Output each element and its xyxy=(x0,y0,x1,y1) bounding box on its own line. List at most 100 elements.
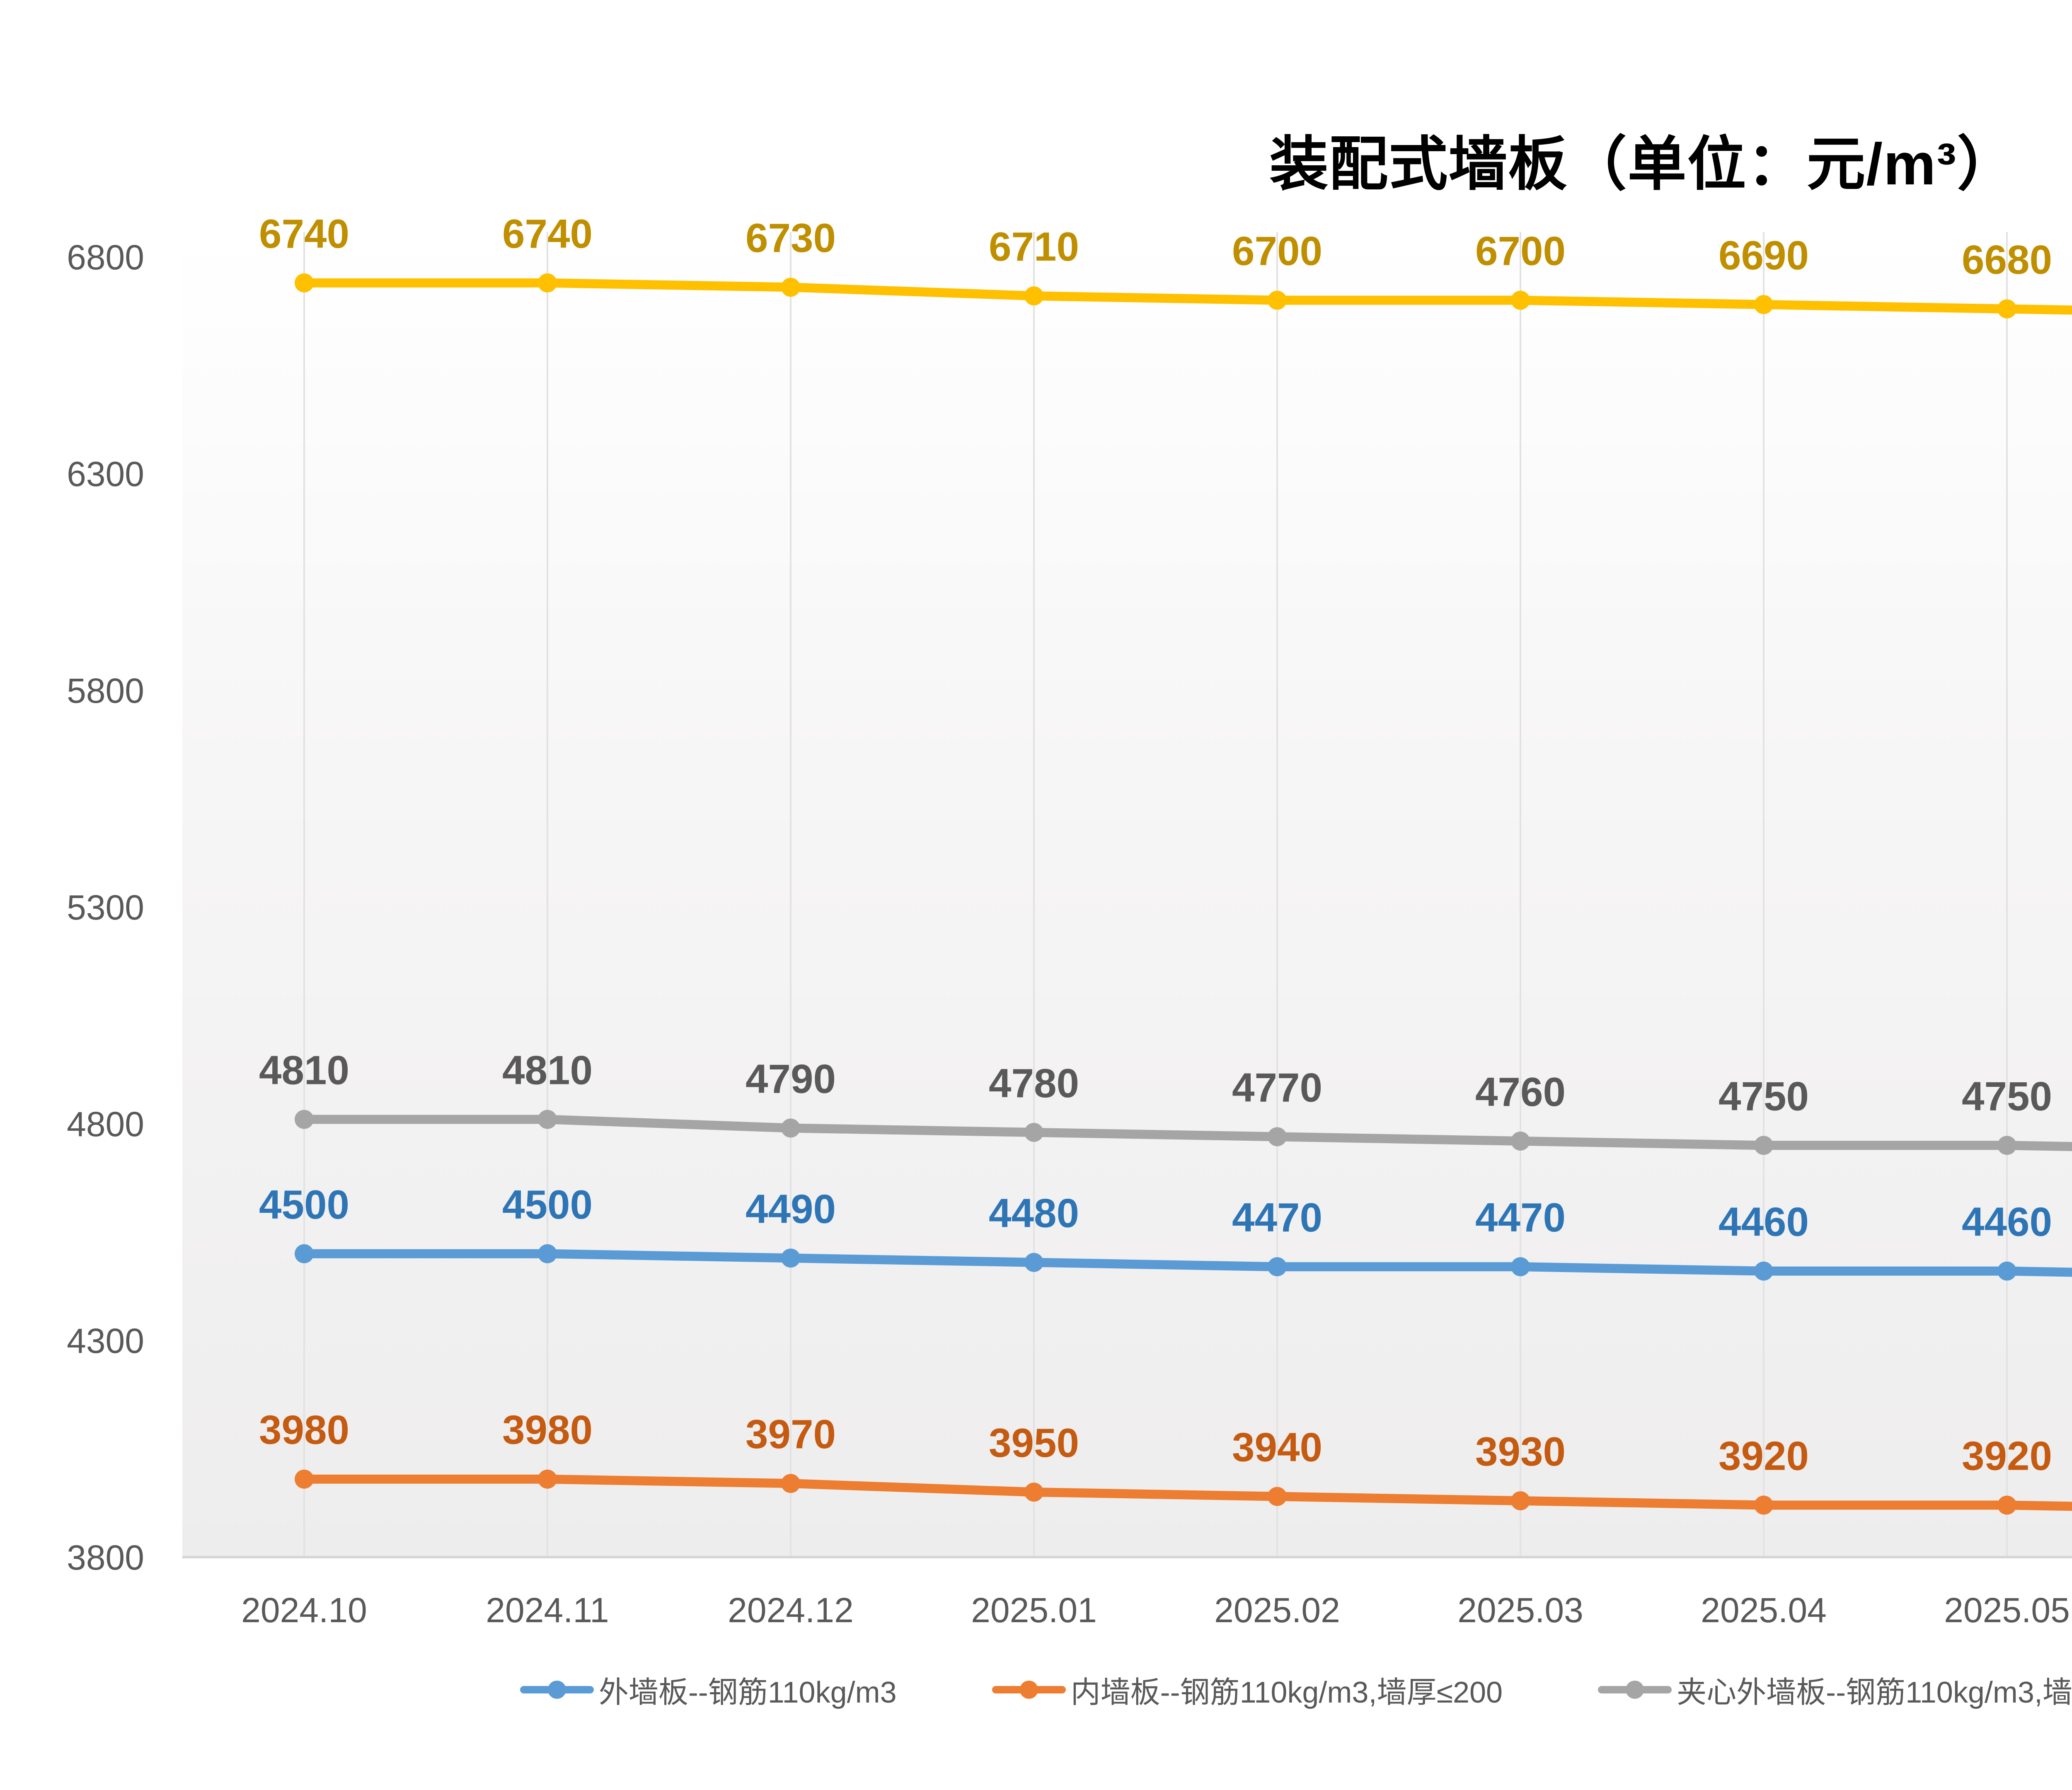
data-point-marker xyxy=(781,1248,800,1268)
data-point-marker xyxy=(1024,286,1043,306)
data-point-marker xyxy=(1268,1127,1287,1147)
data-point-marker xyxy=(1024,1253,1043,1272)
x-tick-label: 2025.02 xyxy=(1214,1591,1340,1630)
data-label: 3930 xyxy=(1475,1429,1566,1474)
data-label: 4470 xyxy=(1475,1195,1566,1240)
data-point-marker xyxy=(1511,1257,1530,1277)
data-label: 4500 xyxy=(502,1182,593,1227)
data-point-marker xyxy=(1268,290,1287,310)
data-point-marker xyxy=(295,1244,314,1263)
data-label: 4750 xyxy=(1962,1073,2052,1119)
y-axis-labels: 3800 4300 4800 5300 5800 6300 6800 xyxy=(67,238,144,1577)
data-point-marker xyxy=(1268,1487,1287,1506)
data-label: 3920 xyxy=(1719,1433,1809,1478)
data-point-marker xyxy=(781,1118,800,1138)
x-tick-label: 2025.01 xyxy=(971,1591,1097,1630)
data-point-marker xyxy=(1511,290,1530,310)
data-label: 4790 xyxy=(746,1056,836,1101)
legend-label: 外墙板--钢筋110kg/m3 xyxy=(598,1676,897,1709)
data-point-marker xyxy=(781,278,800,297)
data-point-marker xyxy=(1754,1261,1773,1281)
y-tick-label: 6800 xyxy=(67,238,144,277)
y-tick-label: 5800 xyxy=(67,671,144,710)
x-axis-labels: 2024.10 2024.11 2024.12 2025.01 2025.02 2025.… xyxy=(241,1591,2070,1630)
legend-line-marker-icon xyxy=(992,1679,1066,1700)
data-label: 4500 xyxy=(259,1182,349,1227)
data-label: 4770 xyxy=(1232,1064,1322,1110)
series-外墙面板(PCF板)--钢筋65kg/m3: 6740674067306710670067006690668066706660… xyxy=(259,211,2072,319)
legend-line-marker-icon xyxy=(520,1679,594,1700)
data-point-marker xyxy=(781,1474,800,1493)
data-label: 6700 xyxy=(1475,228,1566,274)
legend-label: 内墙板--钢筋110kg/m3,墙厚≤200 xyxy=(1070,1676,1503,1709)
plot-background xyxy=(182,232,2072,1557)
data-point-marker xyxy=(1268,1257,1287,1277)
data-point-marker xyxy=(295,273,314,293)
data-label: 4460 xyxy=(1719,1199,1809,1245)
data-label: 4460 xyxy=(1962,1199,2052,1245)
y-tick-label: 5300 xyxy=(67,888,144,927)
data-point-marker xyxy=(1997,1495,2016,1515)
data-label: 3940 xyxy=(1232,1425,1322,1470)
gridlines xyxy=(303,232,2008,1557)
x-tick-label: 2024.11 xyxy=(486,1591,609,1630)
data-point-marker xyxy=(1024,1122,1043,1142)
data-point-marker xyxy=(1997,299,2016,319)
legend-line-marker-icon xyxy=(1598,1679,1672,1700)
data-point-marker xyxy=(1024,1483,1043,1502)
series-line xyxy=(300,1474,2072,1511)
x-tick-label: 2025.04 xyxy=(1701,1591,1827,1630)
data-label: 3970 xyxy=(746,1411,836,1457)
data-point-marker xyxy=(1754,295,1773,314)
data-label: 4750 xyxy=(1719,1073,1809,1119)
data-point-marker xyxy=(538,1469,557,1489)
data-point-marker xyxy=(538,1110,557,1129)
data-point-marker xyxy=(295,1110,314,1129)
data-point-marker xyxy=(1511,1491,1530,1511)
data-point-marker xyxy=(1754,1136,1773,1155)
x-tick-label: 2025.03 xyxy=(1457,1591,1583,1630)
x-tick-label: 2024.12 xyxy=(728,1591,854,1630)
data-label: 3980 xyxy=(259,1407,349,1453)
data-label: 4810 xyxy=(259,1047,349,1093)
chart-legend: 外墙板--钢筋110kg/m3 内墙板--钢筋110kg/m3,墙厚≤200 夹心外… xyxy=(182,1668,2072,1711)
legend-item: 内墙板--钢筋110kg/m3,墙厚≤200 xyxy=(992,1668,1503,1711)
data-label: 3980 xyxy=(502,1407,593,1453)
data-label: 4810 xyxy=(502,1047,593,1093)
data-label: 4780 xyxy=(989,1060,1079,1106)
data-label: 6740 xyxy=(259,211,349,256)
data-label: 3950 xyxy=(989,1420,1079,1466)
chart-title: 装配式墙板（单位：元/m³） xyxy=(1269,131,2017,197)
data-label: 6730 xyxy=(746,215,836,261)
data-label: 6680 xyxy=(1962,237,2052,283)
y-tick-label: 6300 xyxy=(67,455,144,493)
series-内墙板--钢筋110kg/m3,墙厚≤200: 3980398039703950394039303920392039103900… xyxy=(259,1407,2072,1515)
data-label: 6740 xyxy=(502,211,593,256)
data-label: 3920 xyxy=(1962,1433,2052,1478)
data-point-marker xyxy=(538,273,557,293)
series-夹心外墙板--钢筋110kg/m3,墙厚>300: 4810481047904780477047604750475047404730… xyxy=(259,1047,2072,1155)
data-label: 4470 xyxy=(1232,1195,1322,1240)
y-tick-label: 4300 xyxy=(67,1321,144,1360)
data-label: 4480 xyxy=(989,1190,1079,1236)
x-tick-label: 2024.10 xyxy=(241,1591,367,1630)
data-label: 6710 xyxy=(989,224,1079,269)
series-line xyxy=(300,1249,2072,1277)
data-point-marker xyxy=(1997,1136,2016,1155)
x-tick-label: 2025.05 xyxy=(1944,1591,2070,1630)
series-line xyxy=(300,1115,2072,1151)
data-label: 6700 xyxy=(1232,228,1322,274)
data-point-marker xyxy=(1754,1495,1773,1515)
legend-item: 外墙板--钢筋110kg/m3 xyxy=(520,1668,897,1711)
data-label: 4760 xyxy=(1475,1069,1566,1115)
legend-item: 夹心外墙板--钢筋110kg/m3,墙厚>300 xyxy=(1598,1668,2072,1711)
y-tick-label: 3800 xyxy=(67,1538,144,1577)
series-line xyxy=(300,278,2072,315)
y-tick-label: 4800 xyxy=(67,1105,144,1144)
data-point-marker xyxy=(538,1244,557,1263)
data-label: 6690 xyxy=(1719,232,1809,278)
data-point-marker xyxy=(1511,1131,1530,1151)
series-外墙板--钢筋110kg/m3: 4500450044904480447044704460446044504440… xyxy=(259,1182,2072,1281)
data-point-marker xyxy=(295,1469,314,1489)
